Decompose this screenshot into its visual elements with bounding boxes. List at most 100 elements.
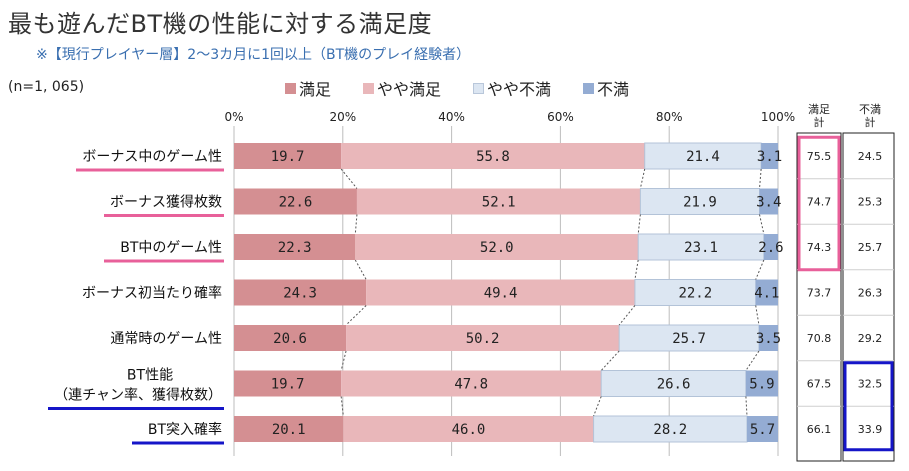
- series-connector-line: [755, 259, 765, 280]
- satisfied-total-value: 67.5: [807, 378, 832, 391]
- bar-segment-somewhat-dissatisfied: [639, 188, 761, 215]
- legend: 満足 やや満足 やや不満 不満: [285, 76, 629, 100]
- bar-segment-somewhat-satisfied: [356, 188, 641, 215]
- bar-segment-satisfied: [234, 143, 342, 169]
- dissatisfied-total-value: 26.3: [858, 287, 883, 300]
- series-connector-line: [593, 396, 602, 417]
- data-label-satisfied: 20.6: [273, 331, 307, 347]
- bar-segment-dissatisfied: [745, 370, 778, 397]
- data-label-dissatisfied: 3.5: [756, 331, 781, 347]
- series-connector-line: [759, 214, 765, 235]
- legend-item-somewhat-dissatisfied: やや不満: [473, 76, 551, 100]
- dissatisfied-total-value: 29.2: [858, 332, 883, 345]
- data-label-dissatisfied: 4.1: [754, 286, 779, 302]
- chart-subtitle: ※【現行プレイヤー層】2～3カ月に1回以上（BT機のプレイ経験者）: [36, 47, 471, 63]
- data-label-satisfied: 19.7: [271, 149, 305, 165]
- bar-segment-somewhat-dissatisfied: [637, 233, 765, 261]
- data-label-dissatisfied: 3.4: [756, 195, 781, 211]
- category-label: （連チャン率、獲得枚数）: [54, 387, 222, 404]
- data-label-satisfied: 24.3: [283, 286, 317, 302]
- legend-label-satisfied: 満足: [299, 80, 332, 99]
- satisfied-total-header: 計: [814, 115, 825, 129]
- category-label: ボーナス初当たり確率: [82, 285, 222, 302]
- bar-segment-dissatisfied: [755, 279, 778, 306]
- chart-title: 最も遊んだBT機の性能に対する満足度: [8, 10, 433, 38]
- x-tick-label: 80%: [656, 110, 683, 124]
- legend-item-somewhat-satisfied: やや満足: [363, 76, 441, 100]
- data-label-satisfied: 22.6: [279, 195, 313, 211]
- series-connector-line: [340, 396, 344, 417]
- x-tick-label: 40%: [438, 110, 465, 124]
- bar-segment-somewhat-satisfied: [341, 370, 602, 397]
- series-connector-line: [745, 350, 760, 371]
- data-label-dissatisfied: 2.6: [758, 240, 783, 256]
- data-label-somewhat-dissatisfied: 26.6: [657, 377, 691, 393]
- bar-segment-dissatisfied: [763, 234, 778, 260]
- legend-item-satisfied: 満足: [285, 76, 331, 100]
- data-label-satisfied: 22.3: [278, 240, 312, 256]
- series-connector-line: [755, 305, 760, 326]
- dissatisfied-total-value: 24.5: [858, 150, 883, 163]
- satisfied-total-column-box: [796, 132, 842, 462]
- data-label-somewhat-satisfied: 52.1: [482, 195, 516, 211]
- pink-highlight-box: [797, 135, 841, 272]
- x-tick-label: 100%: [761, 110, 795, 124]
- bar-segment-somewhat-dissatisfied: [600, 370, 747, 397]
- series-connector-line: [639, 168, 646, 189]
- data-label-somewhat-dissatisfied: 23.1: [684, 240, 718, 256]
- data-label-somewhat-satisfied: 50.2: [466, 331, 500, 347]
- bar-segment-somewhat-satisfied: [346, 325, 620, 351]
- satisfied-total-value: 75.5: [807, 150, 832, 163]
- bar-segment-satisfied: [234, 234, 356, 260]
- data-label-satisfied: 19.7: [271, 377, 305, 393]
- satisfied-total-header: 満足: [808, 103, 830, 116]
- bar-segment-somewhat-satisfied: [355, 234, 639, 260]
- dissatisfied-total-header: 計: [865, 115, 876, 129]
- bar-segment-somewhat-satisfied: [343, 416, 594, 442]
- bar-segment-somewhat-dissatisfied: [634, 279, 757, 306]
- category-label: ボーナス獲得枚数: [110, 194, 222, 211]
- satisfied-total-value: 70.8: [807, 332, 832, 345]
- legend-swatch-somewhat-satisfied: [363, 82, 375, 94]
- legend-item-dissatisfied: 不満: [583, 76, 629, 100]
- category-label: ボーナス中のゲーム性: [82, 149, 222, 165]
- satisfied-total-value: 73.7: [807, 287, 832, 300]
- blue-highlight-box: [843, 361, 894, 452]
- satisfied-total-value: 74.7: [807, 196, 832, 209]
- data-label-somewhat-satisfied: 46.0: [452, 422, 486, 438]
- legend-label-somewhat-satisfied: やや満足: [377, 80, 442, 99]
- bar-segment-somewhat-dissatisfied: [644, 142, 762, 170]
- dissatisfied-total-header: 不満: [859, 103, 881, 116]
- data-label-somewhat-dissatisfied: 21.9: [683, 195, 717, 211]
- bar-segment-somewhat-satisfied: [366, 279, 635, 306]
- series-connector-line: [618, 305, 636, 326]
- dissatisfied-total-value: 25.7: [858, 241, 883, 254]
- bar-segment-somewhat-dissatisfied: [618, 324, 760, 352]
- legend-label-somewhat-dissatisfied: やや不満: [487, 80, 552, 99]
- legend-swatch-dissatisfied: [583, 82, 595, 94]
- category-label: BT突入確率: [148, 421, 222, 438]
- legend-swatch-somewhat-dissatisfied: [473, 82, 485, 94]
- series-connector-line: [354, 214, 358, 235]
- satisfied-total-value: 66.1: [807, 423, 832, 436]
- dissatisfied-total-value: 25.3: [858, 196, 883, 209]
- series-connector-line: [637, 214, 641, 235]
- bar-segment-dissatisfied: [758, 325, 778, 351]
- data-label-somewhat-satisfied: 52.0: [480, 240, 514, 256]
- category-label: BT性能: [127, 368, 173, 384]
- series-connector-line: [340, 350, 347, 371]
- data-label-somewhat-satisfied: 55.8: [476, 149, 510, 165]
- data-label-somewhat-dissatisfied: 22.2: [678, 286, 712, 302]
- dissatisfied-total-value: 33.9: [858, 423, 883, 436]
- data-label-dissatisfied: 5.7: [750, 422, 775, 438]
- dissatisfied-total-value: 32.5: [858, 378, 883, 391]
- data-label-dissatisfied: 5.9: [749, 377, 774, 393]
- data-label-satisfied: 20.1: [272, 422, 306, 438]
- dissatisfied-total-column-box: [842, 132, 895, 462]
- bar-segment-satisfied: [234, 325, 347, 351]
- data-label-somewhat-dissatisfied: 25.7: [672, 331, 706, 347]
- series-connector-line: [745, 396, 748, 417]
- bar-segment-satisfied: [234, 416, 344, 442]
- bar-segment-dissatisfied: [746, 416, 778, 442]
